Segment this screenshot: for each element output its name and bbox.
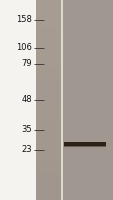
Bar — [36, 120, 60, 133]
Bar — [36, 0, 60, 13]
Bar — [36, 147, 60, 160]
Text: 35: 35 — [21, 126, 32, 134]
Bar — [36, 40, 60, 53]
Text: 23: 23 — [21, 146, 32, 154]
Bar — [36, 27, 60, 40]
Bar — [63, 142, 105, 146]
Bar — [36, 107, 60, 120]
Bar — [36, 133, 60, 147]
Bar — [36, 160, 60, 173]
Text: 48: 48 — [21, 96, 32, 104]
Bar — [36, 67, 60, 80]
Bar — [36, 93, 60, 107]
Text: 106: 106 — [16, 44, 32, 52]
Bar — [36, 173, 60, 187]
Bar — [36, 80, 60, 93]
Bar — [36, 0, 60, 200]
Text: 79: 79 — [21, 60, 32, 68]
Bar — [60, 0, 62, 200]
Bar — [36, 187, 60, 200]
Text: 158: 158 — [16, 16, 32, 24]
Bar — [0, 0, 36, 200]
Bar — [36, 13, 60, 27]
Bar — [62, 0, 113, 200]
Bar — [36, 53, 60, 67]
